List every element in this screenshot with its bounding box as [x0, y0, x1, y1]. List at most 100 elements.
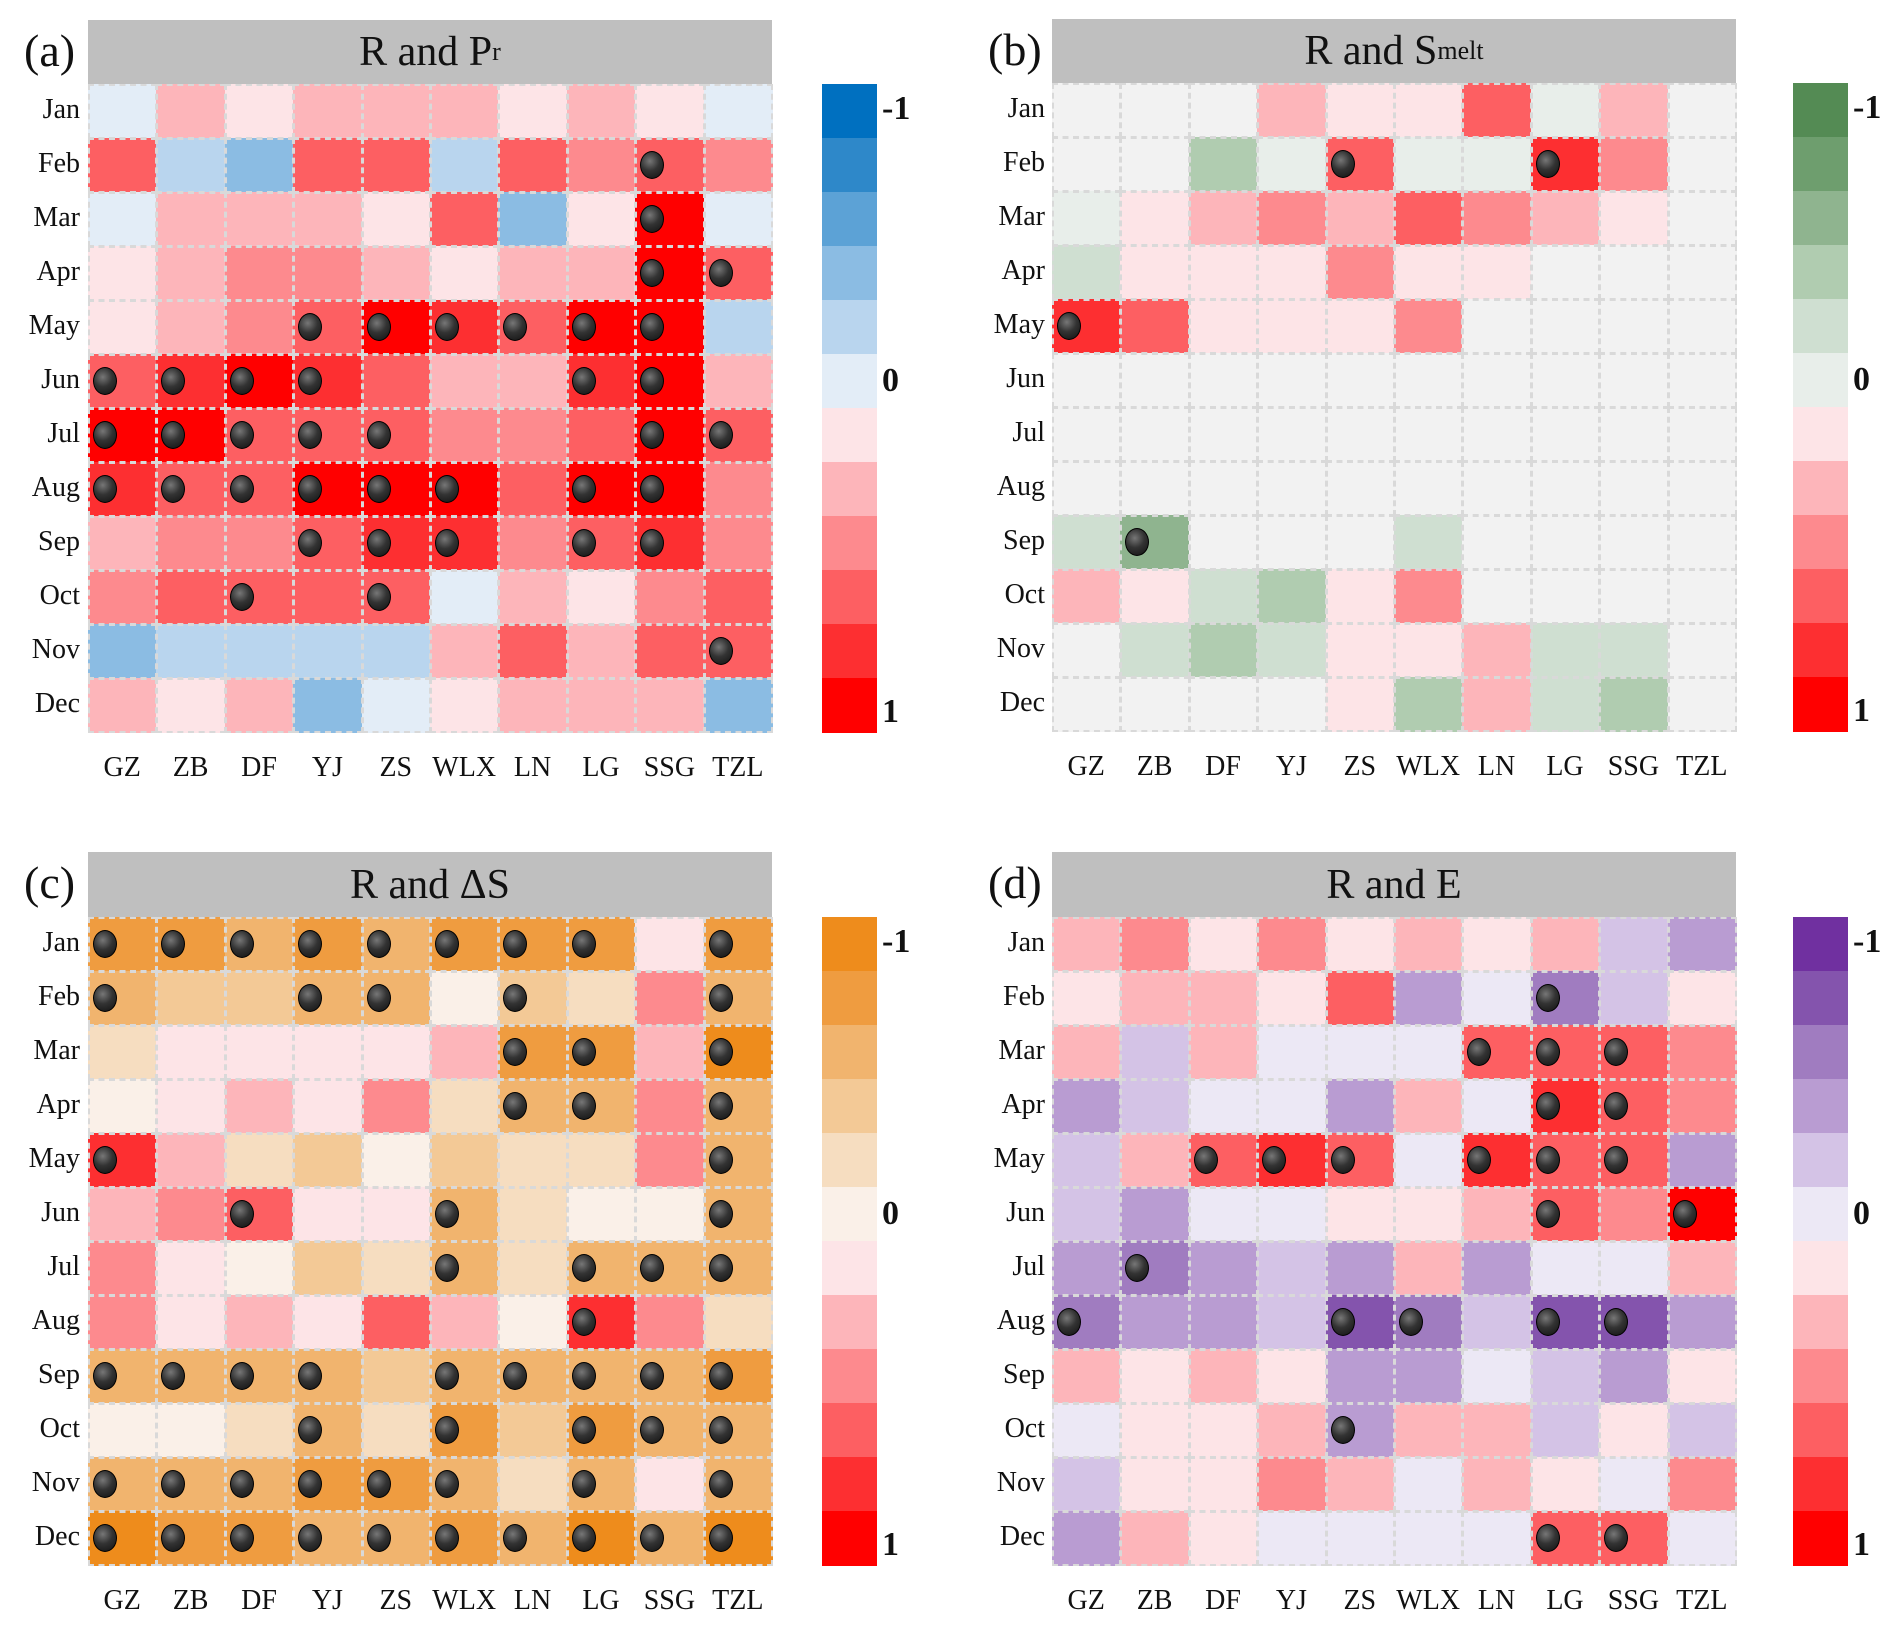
- col-label-ssg: SSG: [643, 752, 696, 783]
- heatmap-cell: [156, 1025, 226, 1080]
- heatmap-cell: [1394, 407, 1464, 462]
- colorbar-step: [822, 354, 877, 409]
- significance-dot: [93, 1146, 117, 1174]
- heatmap-cell: [1325, 1025, 1395, 1080]
- heatmap-cell: [224, 1133, 295, 1188]
- significance-dot: [640, 421, 665, 449]
- row-label-may: May: [993, 309, 1045, 340]
- row-label-dec: Dec: [999, 687, 1045, 718]
- heatmap-cell: [88, 192, 158, 247]
- significance-dot: [366, 1524, 391, 1552]
- heatmap-cell: [1052, 1133, 1122, 1188]
- significance-dot: [640, 259, 665, 287]
- significance-dot: [640, 475, 665, 503]
- col-label-lg: LG: [582, 752, 620, 783]
- significance-dot: [298, 984, 323, 1012]
- heatmap-cell: [1667, 1241, 1737, 1296]
- col-label-yj: YJ: [311, 752, 343, 783]
- colorbar-tick-label: 1: [1853, 691, 1870, 729]
- heatmap-cell: [1188, 353, 1259, 408]
- colorbar-step: [1793, 917, 1848, 972]
- col-label-ln: LN: [1477, 1585, 1516, 1616]
- row-label-aug: Aug: [996, 471, 1045, 502]
- heatmap-cell: [498, 678, 568, 733]
- heatmap-cell: [224, 300, 295, 355]
- heatmap-cell: [156, 516, 226, 571]
- heatmap-cell: [498, 246, 568, 301]
- significance-dot: [298, 930, 323, 958]
- heatmap-cell: [498, 516, 568, 571]
- heatmap-cell: [1257, 515, 1327, 570]
- heatmap-cell: [430, 246, 500, 301]
- colorbar-tick-label: -1: [1853, 88, 1882, 126]
- col-label-gz: GZ: [1067, 751, 1105, 782]
- colorbar-step: [1793, 515, 1848, 570]
- row-label-jul: Jul: [47, 418, 80, 449]
- significance-dot: [298, 367, 323, 395]
- heatmap-cell: [1120, 1349, 1190, 1404]
- significance-dot: [229, 1524, 254, 1552]
- heatmap-cell: [1052, 623, 1122, 678]
- significance-dot: [229, 421, 254, 449]
- heatmap-cell: [1667, 1133, 1737, 1188]
- heatmap-cell: [293, 678, 363, 733]
- significance-dot: [1330, 1416, 1355, 1444]
- significance-dot: [1672, 1200, 1697, 1228]
- significance-dot: [571, 1524, 596, 1552]
- significance-dot: [229, 1470, 254, 1498]
- heatmap-cell: [1120, 1403, 1190, 1458]
- heatmap-cell: [1188, 1349, 1259, 1404]
- heatmap-cell: [1394, 1025, 1464, 1080]
- colorbar-step: [822, 917, 877, 972]
- significance-dot: [1604, 1146, 1629, 1174]
- row-label-dec: Dec: [34, 1521, 80, 1552]
- colorbar-step: [822, 300, 877, 355]
- heatmap-cell: [1667, 353, 1737, 408]
- heatmap-cell: [1120, 245, 1190, 300]
- heatmap-cell: [88, 1403, 158, 1458]
- colorbar-step: [822, 1403, 877, 1458]
- heatmap-cell: [1188, 515, 1259, 570]
- heatmap-cell: [1120, 917, 1190, 972]
- heatmap-cell: [1667, 299, 1737, 354]
- significance-dot: [229, 930, 254, 958]
- row-label-jan: Jan: [42, 94, 80, 125]
- heatmap-cell: [1599, 191, 1669, 246]
- heatmap-cell: [635, 84, 705, 139]
- significance-dot: [708, 1524, 733, 1552]
- heatmap-cell: [703, 84, 773, 139]
- colorbar-step: [1793, 623, 1848, 678]
- col-label-zs: ZS: [1343, 751, 1377, 782]
- col-label-wlx: WLX: [1396, 751, 1461, 782]
- significance-dot: [1535, 984, 1560, 1012]
- colorbar-step: [822, 678, 877, 733]
- heatmap-cell: [1052, 191, 1122, 246]
- heatmap-cell: [1462, 623, 1532, 678]
- heatmap-cell: [1188, 917, 1259, 972]
- heatmap-cell: [1325, 299, 1395, 354]
- heatmap-cell: [361, 624, 431, 679]
- row-label-apr: Apr: [36, 256, 80, 287]
- significance-dot: [229, 367, 254, 395]
- heatmap-cell: [224, 516, 295, 571]
- heatmap-cell: [635, 1133, 705, 1188]
- col-label-zb: ZB: [1136, 1585, 1173, 1616]
- heatmap-cell: [1530, 971, 1601, 1026]
- heatmap-cell: [1052, 1349, 1122, 1404]
- significance-dot: [571, 1362, 596, 1390]
- heatmap-cell: [1325, 1079, 1395, 1134]
- significance-dot: [1467, 1038, 1492, 1066]
- heatmap-cell: [1667, 917, 1737, 972]
- heatmap-cell: [566, 408, 637, 463]
- heatmap-cell: [498, 1403, 568, 1458]
- heatmap-cell: [1462, 1241, 1532, 1296]
- heatmap-cell: [430, 1295, 500, 1350]
- significance-dot: [571, 1470, 596, 1498]
- significance-dot: [435, 475, 459, 503]
- row-label-oct: Oct: [39, 580, 80, 611]
- heatmap-cell: [566, 84, 637, 139]
- heatmap-cell: [1052, 1403, 1122, 1458]
- heatmap-cell: [1462, 191, 1532, 246]
- row-label-mar: Mar: [998, 1035, 1045, 1066]
- heatmap-cell: [1052, 1457, 1122, 1512]
